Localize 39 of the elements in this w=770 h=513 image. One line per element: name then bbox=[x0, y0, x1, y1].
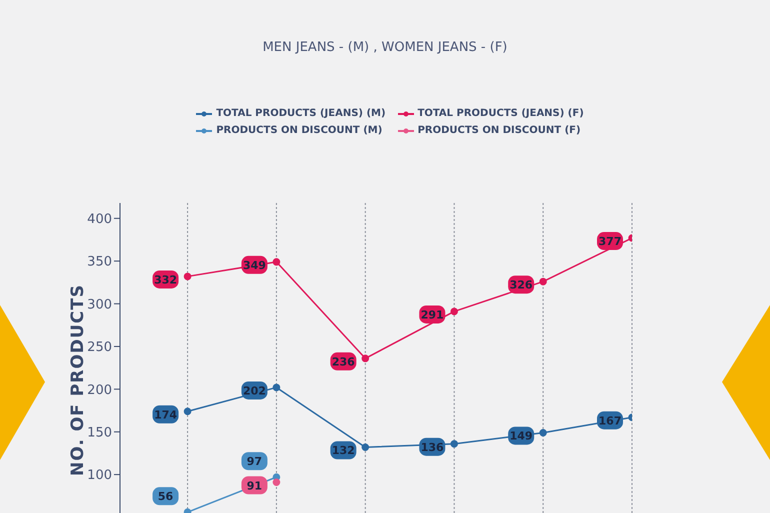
point bbox=[539, 278, 547, 286]
legend-label: PRODUCTS ON DISCOUNT (M) bbox=[216, 125, 382, 136]
point bbox=[450, 308, 458, 316]
y-tick-label: 400 bbox=[87, 212, 112, 227]
point bbox=[272, 478, 280, 486]
legend-label: TOTAL PRODUCTS (JEANS) (M) bbox=[216, 108, 386, 119]
data-label: 167 bbox=[598, 414, 622, 428]
y-tick-label: 250 bbox=[87, 340, 112, 356]
legend-label: TOTAL PRODUCTS (JEANS) (F) bbox=[418, 108, 584, 119]
point bbox=[362, 354, 370, 362]
y-axis-title: NO. OF PRODUCTS bbox=[68, 284, 88, 476]
data-label: 236 bbox=[332, 355, 356, 368]
data-label: 332 bbox=[154, 273, 178, 286]
data-label: 202 bbox=[242, 384, 266, 398]
point bbox=[184, 408, 192, 416]
data-label: 97 bbox=[246, 455, 262, 468]
y-tick-label: 350 bbox=[87, 254, 112, 270]
y-tick-label: 300 bbox=[87, 297, 112, 312]
data-label: 56 bbox=[158, 490, 174, 504]
data-label: 174 bbox=[154, 408, 178, 422]
point bbox=[272, 258, 280, 266]
chart-title: MEN JEANS - (M) , WOMEN JEANS - (F) bbox=[262, 40, 508, 55]
point bbox=[450, 440, 458, 448]
data-label: 326 bbox=[510, 278, 533, 292]
data-label: 136 bbox=[420, 440, 444, 454]
point bbox=[362, 443, 370, 451]
data-label: 132 bbox=[332, 444, 355, 458]
y-tick-label: 150 bbox=[87, 425, 112, 440]
point bbox=[539, 428, 547, 436]
data-label: 91 bbox=[246, 479, 262, 492]
y-tick-label: 200 bbox=[87, 382, 112, 398]
data-label: 291 bbox=[420, 308, 444, 322]
data-label: 377 bbox=[598, 235, 622, 248]
point bbox=[184, 272, 192, 280]
data-label: 149 bbox=[510, 430, 533, 443]
data-label: 349 bbox=[242, 258, 266, 272]
legend-label: PRODUCTS ON DISCOUNT (F) bbox=[418, 125, 581, 136]
y-tick-label: 100 bbox=[87, 468, 112, 484]
point bbox=[272, 384, 280, 392]
